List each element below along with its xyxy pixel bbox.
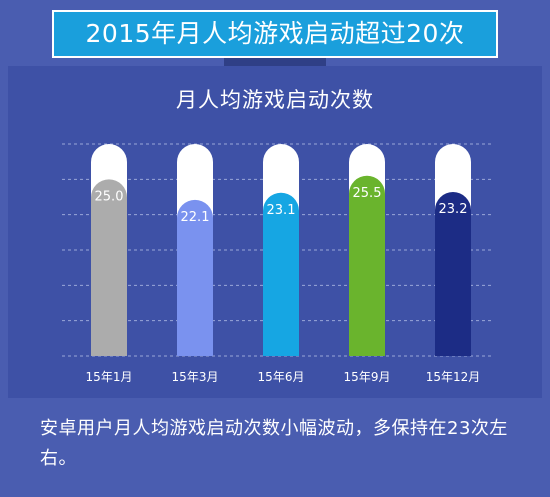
bar-value-label: 25.0 [95,189,124,204]
bar-value-label: 23.1 [267,203,296,218]
chart-title: 月人均游戏启动次数 [176,88,374,112]
x-tick-label: 15年1月 [86,370,133,384]
x-tick-label: 15年6月 [258,370,305,384]
bar [349,175,385,356]
bar-value-label: 23.2 [439,202,468,217]
value-labels: 25.0 22.1 23.1 25.5 23.2 [95,186,468,225]
bar-chart: 25.0 22.1 23.1 25.5 23.2 15年1月 15年3月 15年6月 15年9… [62,143,492,384]
bar [91,179,127,356]
banner-title: 2015年月人均游戏启动超过20次 [52,10,498,58]
bar [177,199,213,356]
summary-text: 安卓用户月人均游戏启动次数小幅波动，多保持在23次左右。 [40,418,508,469]
x-axis-labels: 15年1月 15年3月 15年6月 15年9月 15年12月 [86,370,481,384]
bars [91,175,471,356]
bar [435,192,471,356]
bar-value-label: 25.5 [353,186,382,201]
x-tick-label: 15年9月 [344,370,391,384]
x-tick-label: 15年12月 [426,370,481,384]
x-tick-label: 15年3月 [172,370,219,384]
bar [263,192,299,356]
bar-value-label: 22.1 [181,210,210,225]
